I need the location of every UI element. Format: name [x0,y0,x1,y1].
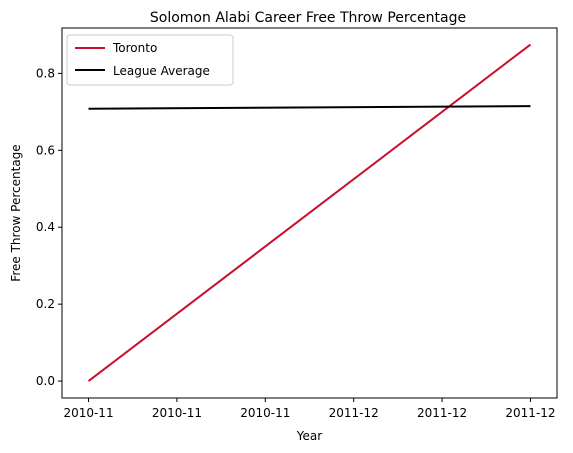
x-tick-label: 2010-11 [152,406,202,420]
x-tick-label: 2011-12 [417,406,467,420]
chart-title: Solomon Alabi Career Free Throw Percenta… [150,10,466,26]
y-tick-label: 0.8 [36,66,55,80]
x-axis-label: Year [296,429,322,443]
x-tick-label: 2011-12 [329,406,379,420]
y-tick-label: 0.2 [36,297,55,311]
x-tick-label: 2010-11 [240,406,290,420]
series-line-toronto [89,45,531,382]
legend: Toronto League Average [67,35,233,85]
y-tick-label: 0.0 [36,374,55,388]
legend-label-toronto: Toronto [112,41,157,55]
y-tick-label: 0.6 [36,143,55,157]
legend-label-league-average: League Average [113,64,210,78]
series-line-league-average [89,106,531,109]
y-tick-label: 0.4 [36,220,55,234]
x-tick-label: 2011-12 [505,406,555,420]
y-axis-label: Free Throw Percentage [9,144,23,281]
x-tick-label: 2010-11 [63,406,113,420]
